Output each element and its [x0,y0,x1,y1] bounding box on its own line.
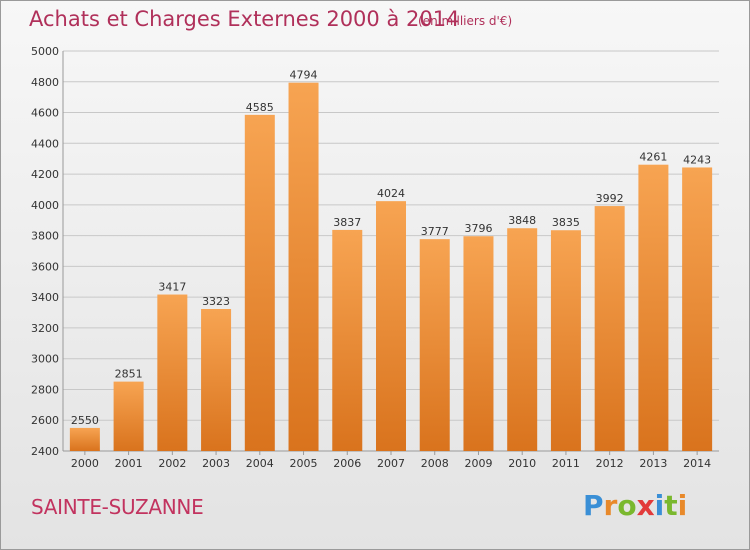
location-name: SAINTE-SUZANNE [31,495,204,519]
y-tick-label: 4200 [31,168,59,181]
logo-letter: P [583,489,604,522]
bar-value-label: 3992 [596,192,624,205]
bar [157,294,188,451]
bar [682,167,713,451]
bar [507,228,538,451]
y-tick-label: 3400 [31,291,59,304]
x-tick-label: 2011 [552,457,580,470]
bar-value-label: 4585 [246,101,274,114]
y-tick-label: 4400 [31,137,59,150]
bar-value-label: 3837 [333,216,361,229]
y-tick-label: 4000 [31,199,59,212]
y-tick-label: 2400 [31,445,59,458]
x-tick-label: 2013 [639,457,667,470]
bar [244,114,275,451]
bar [288,82,319,451]
bar-value-label: 2550 [71,414,99,427]
logo-letter: o [617,489,637,522]
logo-letter: i [654,489,665,522]
bar-value-label: 3417 [158,281,186,294]
y-tick-label: 3000 [31,353,59,366]
logo-letter: t [664,489,678,522]
x-tick-label: 2008 [421,457,449,470]
bar [463,236,494,451]
bar [201,309,232,451]
bar-value-label: 3848 [508,214,536,227]
x-tick-label: 2005 [290,457,318,470]
bar [376,201,406,451]
x-tick-label: 2006 [333,457,361,470]
x-tick-label: 2000 [71,457,99,470]
bar [419,239,450,451]
bar-value-label: 3835 [552,216,580,229]
bar-value-label: 4243 [683,153,711,166]
y-tick-label: 3200 [31,322,59,335]
bars [69,82,713,451]
y-tick-label: 2800 [31,383,59,396]
bar-value-label: 4261 [639,151,667,164]
axes: 2400 2600 2800 3000 3200 3400 3600 3800 4000 4200… [31,45,719,470]
y-tick-label: 3600 [31,260,59,273]
y-tick-label: 5000 [31,45,59,58]
bar-value-label: 4024 [377,187,405,200]
bar-value-label: 4794 [290,69,318,82]
proxiti-logo[interactable]: Proxiti [583,489,687,522]
chart-unit: (en milliers d'€) [418,14,513,28]
x-tick-label: 2010 [508,457,536,470]
bar-value-label: 3796 [464,222,492,235]
x-tick-label: 2009 [464,457,492,470]
bar [69,427,100,451]
chart-title: Achats et Charges Externes 2000 à 2014 [29,7,460,31]
x-tick-label: 2002 [158,457,186,470]
logo-letter: i [677,489,688,522]
bar [638,164,669,451]
x-tick-label: 2004 [246,457,274,470]
x-tick-label: 2007 [377,457,405,470]
data-labels: 2550 2851 3417 3323 4585 4794 3837 4024 3777 3796… [71,69,711,427]
logo-letter: r [603,489,618,522]
y-tick-label: 4600 [31,107,59,120]
y-tick-label: 2600 [31,414,59,427]
bar [550,230,581,451]
bar-value-label: 3777 [421,225,449,238]
x-tick-label: 2012 [596,457,624,470]
logo-letter: x [636,489,655,522]
bar [594,206,625,451]
x-tick-label: 2001 [115,457,143,470]
bar [332,229,363,451]
y-tick-label: 3800 [31,230,59,243]
bar-value-label: 3323 [202,295,230,308]
bar-value-label: 2851 [115,368,143,381]
x-tick-label: 2003 [202,457,230,470]
x-tick-label: 2014 [683,457,711,470]
bar [113,381,144,451]
y-tick-label: 4800 [31,76,59,89]
